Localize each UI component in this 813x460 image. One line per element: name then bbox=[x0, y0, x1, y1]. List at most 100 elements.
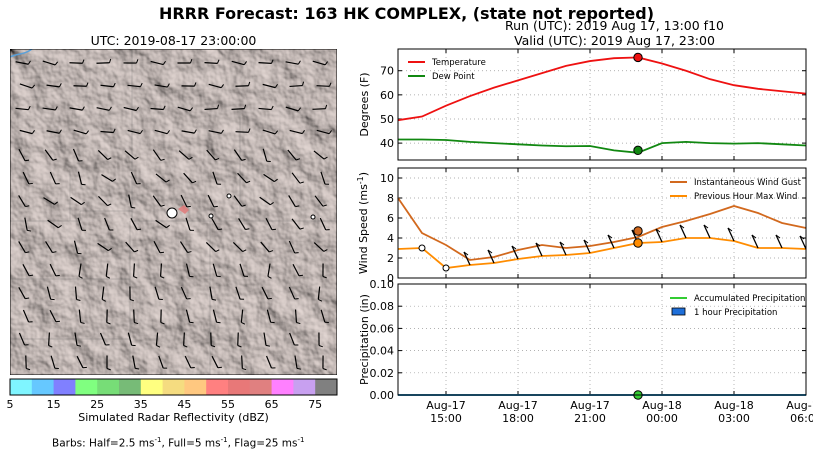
y-tick-label: 60 bbox=[380, 89, 394, 102]
wind-barb bbox=[150, 60, 164, 66]
wind-barb bbox=[204, 62, 218, 64]
x-tick-label: Aug-18 bbox=[786, 399, 813, 412]
colorbar-segment bbox=[315, 379, 338, 395]
wind-barb bbox=[511, 245, 519, 260]
wind-barb bbox=[212, 309, 218, 323]
wind-barb bbox=[208, 83, 222, 89]
wind-barb bbox=[463, 251, 471, 266]
wind-barb bbox=[261, 286, 269, 300]
wind-barb bbox=[69, 107, 83, 111]
wind-barb bbox=[18, 241, 26, 253]
wind-barb bbox=[212, 171, 218, 185]
colorbar-segment bbox=[140, 379, 164, 395]
wind-barb bbox=[49, 309, 57, 323]
legend: Accumulated Precipitation 1 hour Precipit… bbox=[670, 294, 805, 318]
wind-barb bbox=[100, 84, 114, 88]
panel-2: 0 2 4 6 8 10 Wind Speed (ms-1) Instantaneous Wi… bbox=[356, 167, 807, 285]
wind-barb bbox=[703, 224, 711, 239]
wind-barb bbox=[263, 332, 267, 346]
wind-barb bbox=[130, 217, 138, 231]
colorbar-segment bbox=[271, 379, 294, 395]
colorbar-tick-label: 45 bbox=[177, 398, 191, 411]
wind-barb bbox=[655, 228, 663, 243]
wind-barb bbox=[183, 332, 185, 346]
y-axis-label: Wind Speed (ms-1) bbox=[356, 172, 370, 274]
legend-label: Instantaneous Wind Gust bbox=[694, 178, 802, 188]
wind-barb bbox=[314, 195, 324, 207]
wind-barb bbox=[47, 219, 59, 229]
colorbar-segment bbox=[75, 379, 98, 395]
y-tick-label: 0.00 bbox=[370, 389, 395, 402]
wind-barb bbox=[49, 263, 57, 277]
colorbar-segment bbox=[184, 379, 207, 395]
wind-barb bbox=[15, 107, 29, 111]
wind-barb bbox=[177, 106, 191, 112]
legend-label: Accumulated Precipitation bbox=[694, 294, 805, 304]
wind-barb bbox=[233, 149, 243, 161]
wind-barb bbox=[77, 171, 83, 185]
wind-barb bbox=[212, 263, 218, 277]
wind-barb bbox=[183, 172, 193, 184]
wind-barb bbox=[77, 217, 83, 231]
wind-barb bbox=[288, 286, 296, 300]
wind-barb bbox=[130, 171, 138, 185]
y-tick-label: 50 bbox=[380, 113, 394, 126]
station-wind-barbs bbox=[418, 224, 807, 272]
wind-barb bbox=[152, 195, 162, 207]
wind-barb bbox=[267, 263, 271, 277]
y-tick-label: 0.04 bbox=[370, 345, 395, 358]
y-tick-label: 40 bbox=[380, 137, 394, 150]
current-time-marker bbox=[633, 226, 643, 236]
wind-barb bbox=[583, 239, 591, 254]
wind-barb bbox=[152, 149, 162, 161]
fire-perimeter bbox=[178, 205, 189, 214]
wind-barb bbox=[316, 85, 330, 87]
wind-barb bbox=[209, 286, 213, 300]
wind-barb bbox=[231, 108, 245, 110]
wind-barb bbox=[153, 240, 161, 254]
wind-barb bbox=[46, 130, 60, 134]
colorbar-segment bbox=[97, 379, 120, 395]
colorbar-segment bbox=[228, 379, 251, 395]
colorbar-label: Simulated Radar Reflectivity (dBZ) bbox=[78, 411, 269, 424]
wind-barb bbox=[239, 263, 245, 277]
colorbar: 5 15 25 35 45 55 65 75 bbox=[7, 378, 338, 411]
wind-barb bbox=[105, 263, 109, 277]
wind-barb bbox=[155, 173, 167, 183]
x-tick-label: 06:00 bbox=[790, 412, 813, 425]
wind-barb bbox=[150, 107, 164, 111]
figure-title: HRRR Forecast: 163 HK COMPLEX, (state no… bbox=[158, 4, 655, 23]
wind-barb bbox=[132, 263, 136, 277]
wind-barb bbox=[260, 241, 270, 253]
wind-barb bbox=[127, 332, 133, 346]
wind-barb bbox=[127, 129, 141, 135]
wind-barb bbox=[258, 107, 272, 111]
wind-barb bbox=[233, 195, 243, 207]
wind-barb bbox=[231, 60, 245, 66]
colorbar-segment bbox=[31, 379, 55, 395]
fire-location-marker bbox=[166, 207, 178, 219]
colorbar-tick-label: 5 bbox=[7, 398, 14, 411]
wind-barb bbox=[205, 242, 217, 252]
wind-barb bbox=[73, 85, 87, 87]
wind-barb bbox=[22, 263, 30, 277]
legend: Temperature Dew Point bbox=[408, 58, 486, 82]
wind-barb bbox=[178, 150, 190, 160]
wind-barb bbox=[18, 195, 26, 207]
wind-barb bbox=[265, 217, 273, 231]
wind-barb bbox=[19, 83, 33, 89]
x-tick-label: 00:00 bbox=[646, 412, 678, 425]
y-axis-label: Precipitation (in) bbox=[358, 294, 371, 385]
colorbar-segment bbox=[10, 379, 33, 395]
wind-barb bbox=[24, 217, 28, 231]
y-tick-label: 6 bbox=[387, 212, 394, 225]
colorbar-tick-label: 15 bbox=[47, 398, 61, 411]
wind-barb bbox=[74, 332, 78, 346]
wind-barb bbox=[240, 309, 244, 323]
wind-barb bbox=[235, 131, 249, 133]
map-title: UTC: 2019-08-17 23:00:00 bbox=[90, 33, 257, 48]
wind-barb bbox=[46, 286, 52, 300]
wind-barb bbox=[313, 242, 325, 252]
wind-barb bbox=[158, 355, 164, 369]
